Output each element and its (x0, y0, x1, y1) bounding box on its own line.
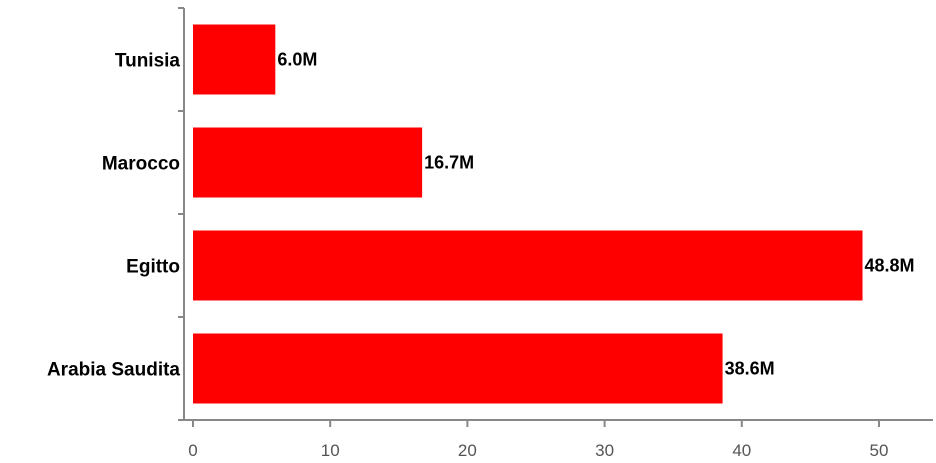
data-label-egitto: 48.8M (865, 256, 915, 276)
bar-marocco (193, 127, 423, 198)
category-label-egitto: Egitto (126, 257, 180, 278)
bar-egitto (193, 230, 863, 301)
category-label-arabia-saudita: Arabia Saudita (47, 360, 180, 381)
data-labels-group: 6.0M 16.7M 48.8M 38.6M (277, 50, 914, 379)
x-tick-label: 40 (732, 441, 751, 460)
x-tick-label: 30 (595, 441, 614, 460)
x-tick-label: 0 (188, 441, 197, 460)
category-label-tunisia: Tunisia (115, 51, 181, 72)
data-label-arabia-saudita: 38.6M (725, 359, 775, 379)
bars-group (193, 24, 863, 404)
bar-arabia-saudita (193, 333, 723, 404)
x-tick-label: 10 (321, 441, 340, 460)
axes-group (178, 7, 933, 427)
data-label-marocco: 16.7M (424, 153, 474, 173)
x-tick-label: 20 (458, 441, 477, 460)
x-tick-labels-group: 0 10 20 30 40 50 (188, 441, 888, 460)
category-labels-group: Tunisia Marocco Egitto Arabia Saudita (47, 51, 180, 381)
bar-tunisia (193, 24, 276, 95)
data-label-tunisia: 6.0M (277, 50, 317, 70)
category-label-marocco: Marocco (102, 154, 180, 175)
x-tick-label: 50 (870, 441, 889, 460)
